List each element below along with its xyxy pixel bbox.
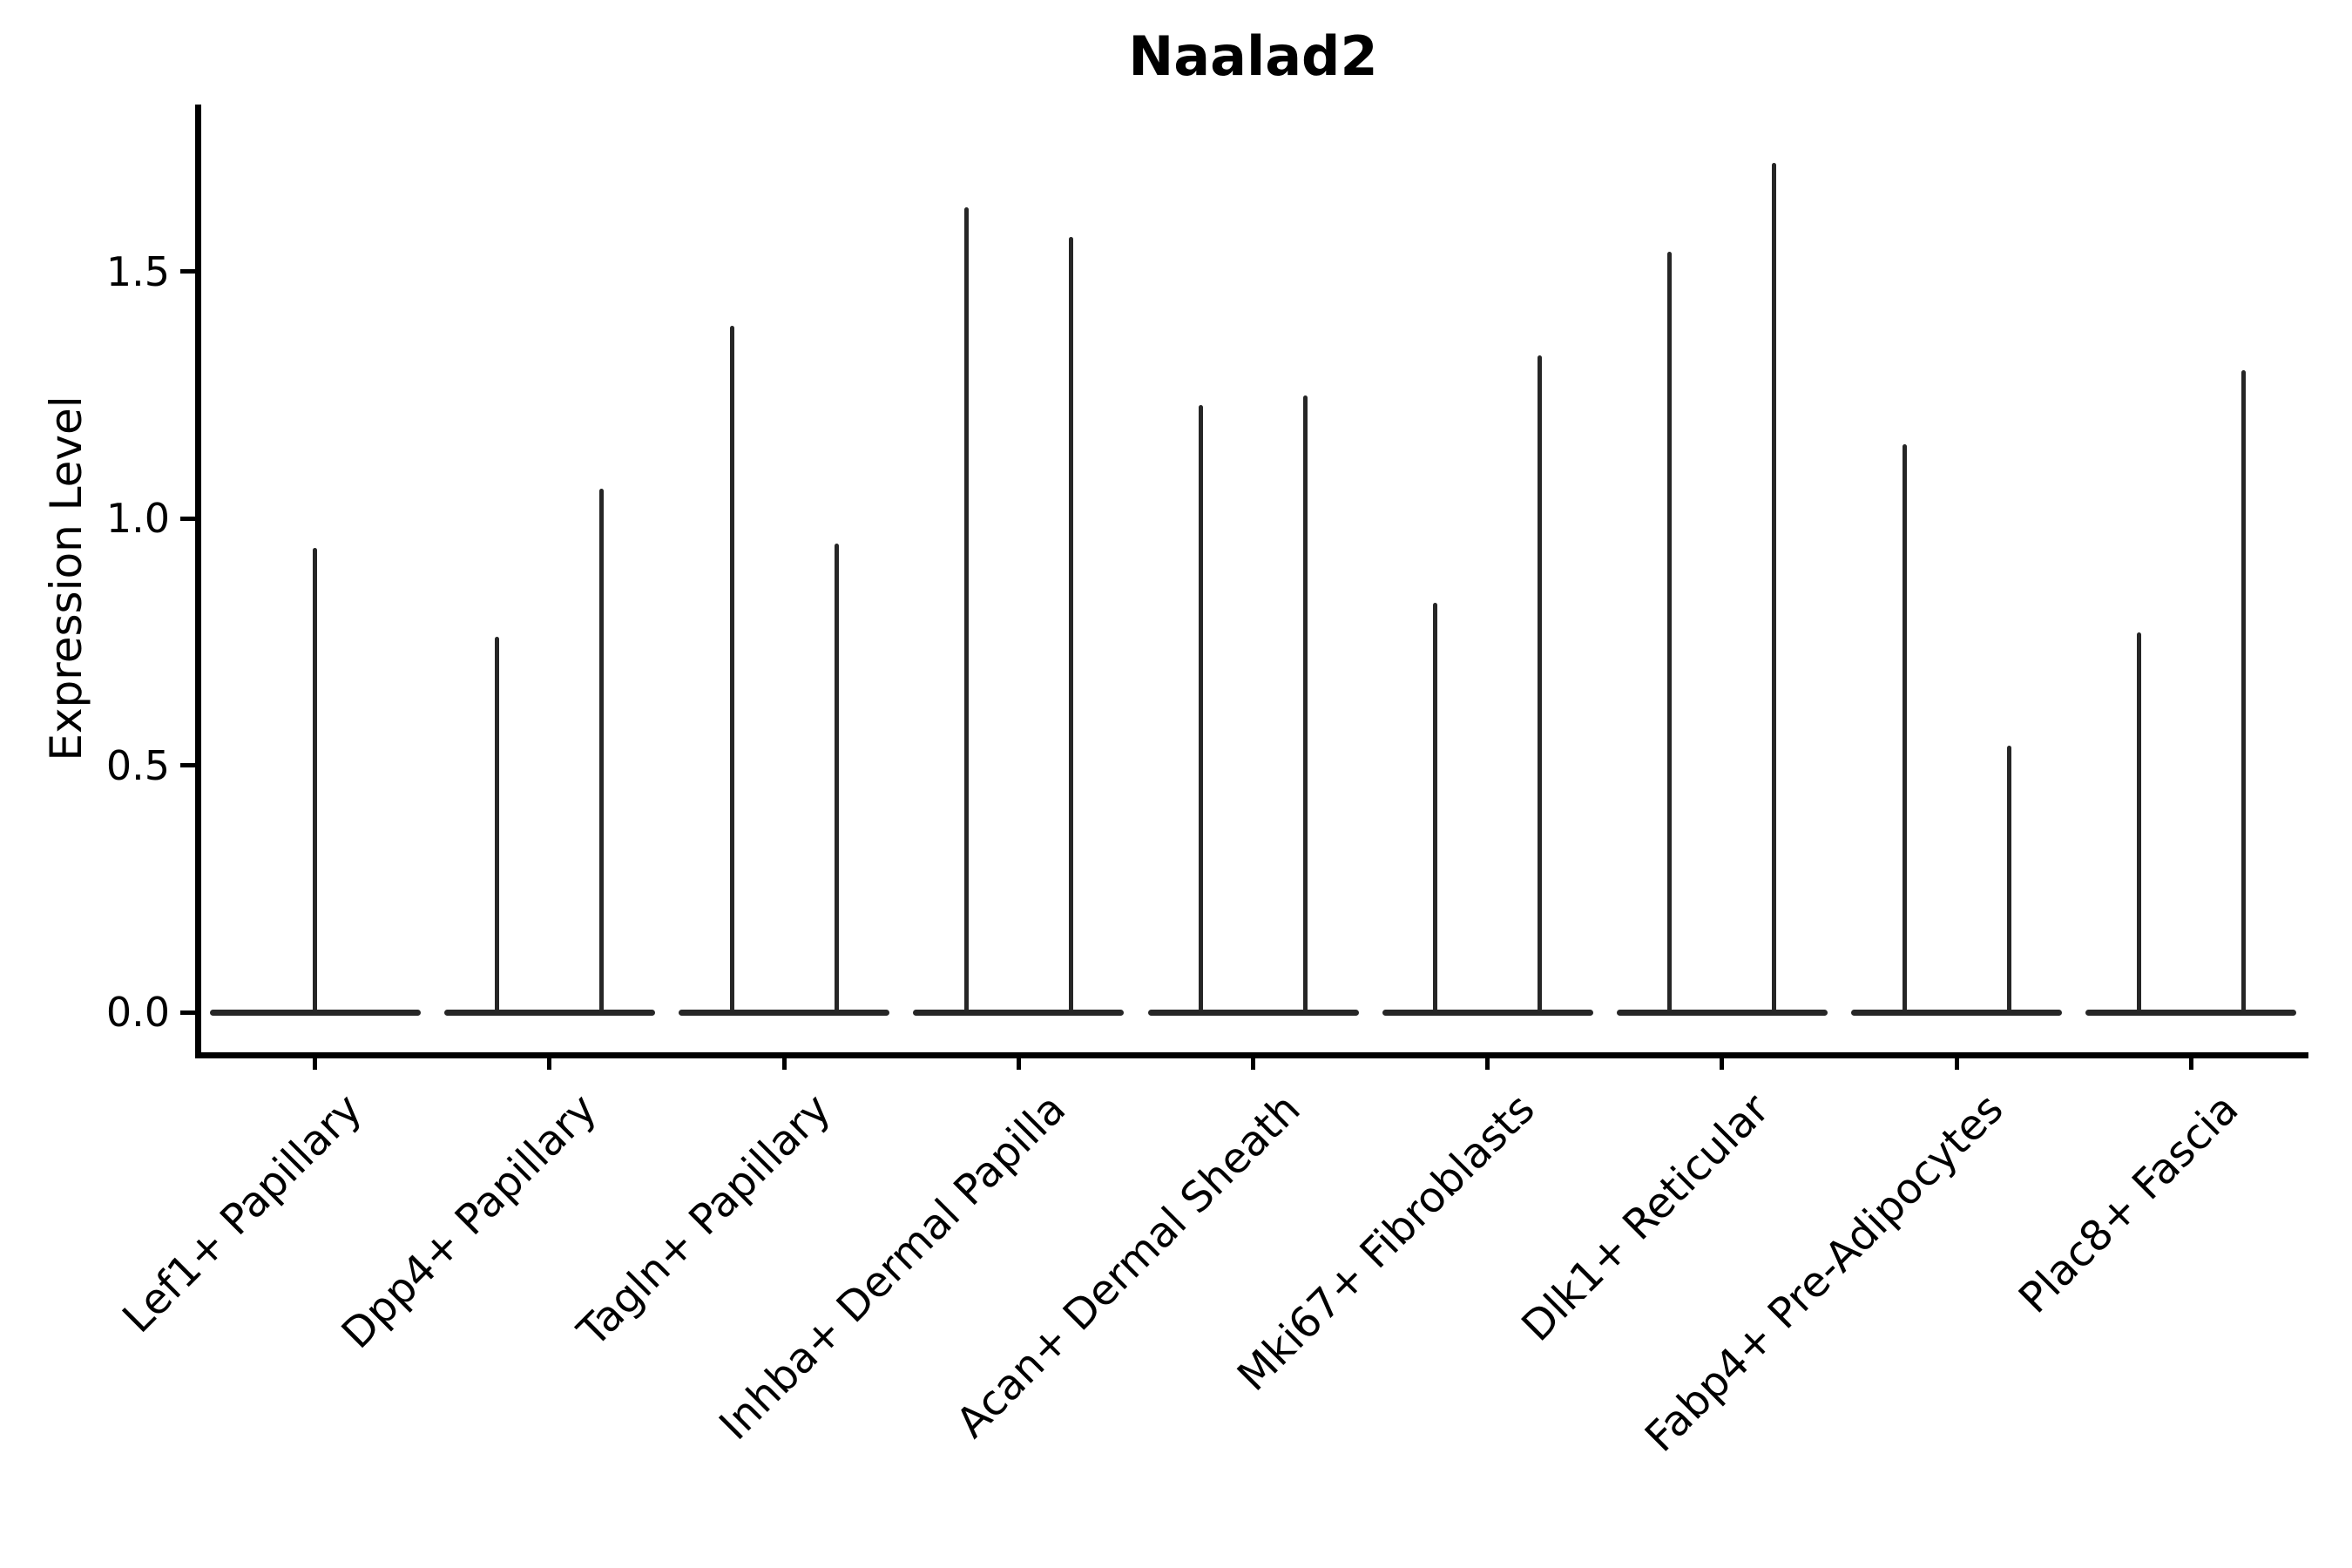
y-tick-label: 1.0: [105, 495, 170, 543]
violin-spike: [313, 548, 318, 1016]
y-tick-label: 0.5: [105, 741, 170, 789]
violin-baseline: [443, 1009, 655, 1016]
violin-spike: [2136, 632, 2141, 1016]
x-tick-mark: [2188, 1052, 2193, 1070]
x-tick-label: Lef1+ Papillary: [113, 1085, 372, 1342]
violin-spike: [1199, 404, 1203, 1016]
violin-spike: [495, 637, 500, 1016]
y-tick-label: 0.0: [105, 989, 170, 1036]
x-tick-mark: [1720, 1052, 1725, 1070]
x-tick-mark: [1954, 1052, 1959, 1070]
violin-spike: [599, 489, 605, 1016]
y-axis-spine: [195, 105, 201, 1056]
violin-spike: [2006, 745, 2011, 1016]
x-tick-label: Tagln+ Papillary: [568, 1085, 841, 1356]
violin-baseline: [679, 1009, 890, 1016]
x-tick-label: Plac8+ Fascia: [2009, 1085, 2247, 1323]
x-tick-mark: [547, 1052, 552, 1070]
y-tick-label: 1.5: [105, 247, 170, 295]
x-tick-label: Dpp4+ Papillary: [332, 1085, 606, 1359]
violin-baseline: [913, 1009, 1125, 1016]
y-tick-mark: [180, 269, 198, 274]
violin-spike: [1303, 395, 1308, 1016]
x-tick-mark: [1485, 1052, 1490, 1070]
violin-spike: [2240, 370, 2246, 1016]
violin-spike: [1772, 163, 1777, 1016]
violin-spike: [834, 543, 839, 1016]
y-tick-mark: [180, 763, 198, 768]
x-tick-mark: [781, 1052, 787, 1070]
violin-baseline: [1616, 1009, 1828, 1016]
violin-baseline: [2085, 1009, 2297, 1016]
x-tick-label: Dlk1+ Reticular: [1511, 1085, 1779, 1351]
x-tick-mark: [313, 1052, 318, 1070]
chart-title: Naalad2: [1128, 24, 1378, 88]
violin-baseline: [1382, 1009, 1593, 1016]
violin-spike: [729, 326, 734, 1016]
x-tick-mark: [1251, 1052, 1255, 1070]
violin-baseline: [1851, 1009, 2063, 1016]
violin-spike: [1538, 355, 1543, 1016]
violin-spike: [963, 207, 969, 1016]
violin-spike: [1068, 237, 1073, 1016]
x-tick-mark: [1016, 1052, 1021, 1070]
y-axis-label: Expression Level: [41, 395, 91, 761]
y-tick-mark: [180, 516, 198, 521]
violin-spike: [1433, 602, 1438, 1016]
violin-baseline: [1147, 1009, 1359, 1016]
y-tick-mark: [180, 1010, 198, 1015]
violin-spike: [1667, 252, 1673, 1016]
violin-spike: [1902, 444, 1907, 1016]
